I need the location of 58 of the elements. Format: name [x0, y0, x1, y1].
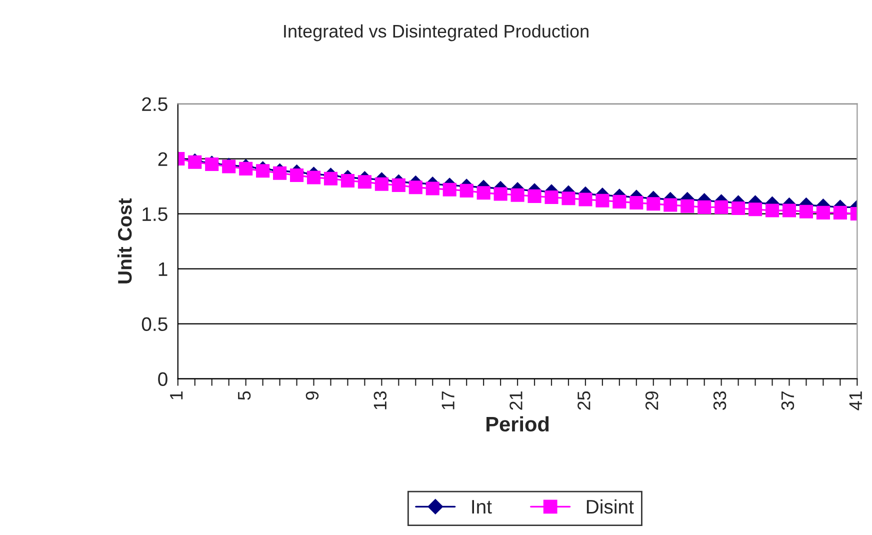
y-axis-title: Unit Cost — [117, 198, 132, 284]
point — [680, 199, 694, 213]
legend-label: Int — [472, 500, 492, 514]
point — [290, 168, 304, 182]
chart-title: Integrated vs Disintegrated Production — [284, 24, 588, 42]
y-tick-label: 2 — [158, 152, 168, 166]
point — [799, 204, 813, 218]
x-tick-label: 33 — [713, 391, 726, 410]
point — [816, 206, 830, 220]
x-tick-label: 37 — [781, 391, 794, 410]
point — [239, 162, 253, 176]
point — [698, 200, 712, 214]
x-tick-label: 25 — [578, 391, 590, 410]
point — [664, 198, 678, 212]
point — [392, 178, 406, 192]
x-tick-label: 5 — [238, 391, 251, 400]
point — [630, 196, 644, 210]
point — [306, 170, 321, 184]
x-tick-label: 9 — [306, 391, 319, 400]
point — [358, 175, 372, 189]
point — [833, 206, 847, 220]
point — [374, 177, 388, 191]
point — [562, 192, 576, 206]
point — [510, 188, 524, 202]
point — [273, 166, 287, 180]
x-tick-label: 17 — [442, 391, 454, 410]
point — [256, 164, 270, 178]
point — [494, 187, 508, 201]
point — [528, 189, 542, 203]
point — [426, 182, 440, 196]
x-tick-label: 41 — [849, 391, 862, 410]
point — [578, 192, 592, 206]
point — [646, 197, 660, 211]
legend-label: Disint — [586, 499, 634, 514]
point — [596, 194, 610, 208]
x-tick-label: 29 — [645, 391, 658, 410]
x-tick-label: 21 — [510, 391, 522, 410]
point — [612, 194, 626, 208]
point — [544, 190, 558, 204]
y-tick-label: 2.5 — [142, 97, 168, 112]
point — [714, 200, 728, 214]
point — [340, 174, 354, 188]
y-tick-label: 1.5 — [142, 207, 168, 222]
y-tick-label: 0.5 — [142, 317, 168, 332]
point — [324, 172, 338, 186]
point — [782, 204, 796, 218]
x-tick-label: 13 — [374, 391, 387, 410]
point — [765, 204, 780, 218]
y-tick-label: 0 — [158, 372, 168, 386]
x-axis-title: Period — [486, 416, 549, 432]
point — [460, 184, 474, 198]
point — [408, 180, 422, 194]
point — [476, 186, 490, 200]
point — [748, 202, 762, 216]
y-tick-label: 1 — [158, 262, 168, 276]
x-tick-label: 1 — [170, 391, 183, 400]
point — [732, 202, 746, 216]
point — [442, 182, 456, 196]
